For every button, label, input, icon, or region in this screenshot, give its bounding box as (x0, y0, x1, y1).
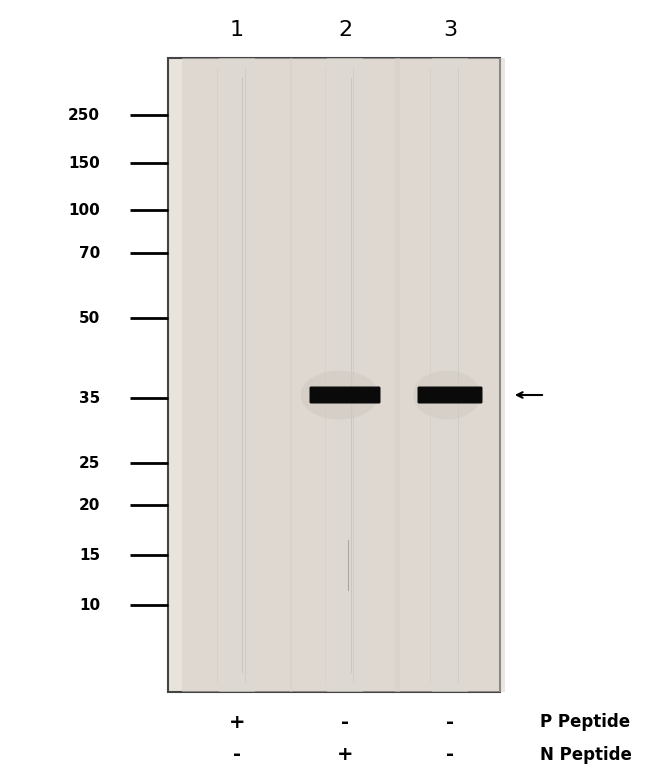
Text: +: + (229, 713, 245, 731)
Bar (432, 58, 468, 692)
Text: -: - (341, 713, 349, 731)
Text: 250: 250 (68, 107, 100, 122)
Text: +: + (337, 746, 353, 764)
FancyBboxPatch shape (417, 387, 482, 404)
Text: 25: 25 (79, 456, 100, 470)
Text: 2: 2 (338, 20, 352, 40)
Bar (168, 58, 500, 692)
Text: 100: 100 (68, 202, 100, 217)
Text: P Peptide: P Peptide (540, 713, 630, 731)
Bar (290, 58, 400, 692)
Text: 150: 150 (68, 155, 100, 170)
Bar (182, 58, 292, 692)
Text: 70: 70 (79, 245, 100, 260)
Text: 15: 15 (79, 547, 100, 562)
Bar (395, 58, 505, 692)
Text: 3: 3 (443, 20, 457, 40)
Bar (327, 58, 363, 692)
Ellipse shape (413, 371, 481, 419)
Text: 1: 1 (230, 20, 244, 40)
Text: 10: 10 (79, 597, 100, 612)
Bar (219, 58, 255, 692)
Text: 35: 35 (79, 390, 100, 405)
Text: 20: 20 (79, 498, 100, 513)
Text: -: - (446, 746, 454, 764)
Text: -: - (233, 746, 241, 764)
Text: 50: 50 (79, 310, 100, 325)
FancyBboxPatch shape (309, 387, 380, 404)
Text: -: - (446, 713, 454, 731)
Text: N Peptide: N Peptide (540, 746, 632, 764)
Ellipse shape (300, 371, 379, 419)
